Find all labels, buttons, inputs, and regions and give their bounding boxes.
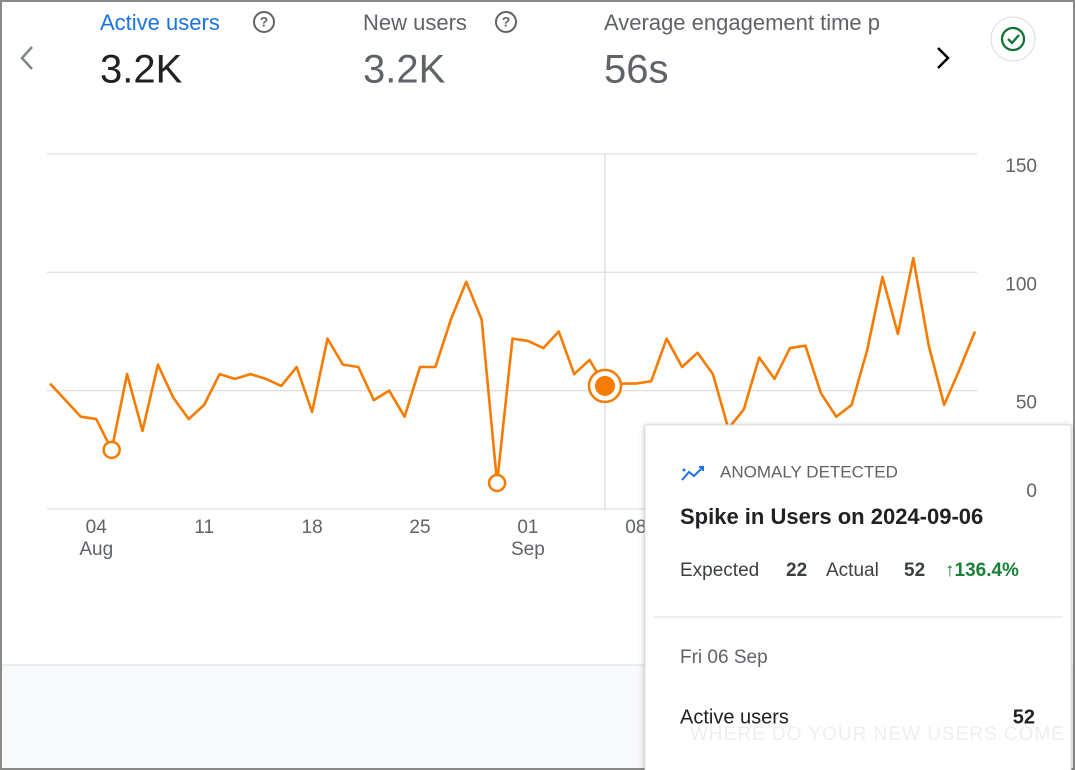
y-tick-label: 150	[1005, 156, 1037, 177]
metric-value: 3.2K	[363, 48, 446, 92]
actual-label: Actual	[826, 560, 879, 581]
check	[1007, 34, 1020, 45]
y-tick-label: 50	[1016, 393, 1037, 414]
y-labels: 0 50 100 150	[1005, 156, 1037, 502]
status-circle	[1000, 26, 1026, 52]
section-heading: WHERE DO YOUR NEW USERS COME	[690, 724, 1065, 745]
tooltip-date: Fri 06 Sep	[680, 647, 768, 668]
prev-arrow[interactable]	[20, 46, 33, 70]
help-icon[interactable]	[253, 11, 275, 33]
next-arrow[interactable]	[937, 47, 950, 69]
metric-tab[interactable]: Active users ? 3.2K	[100, 10, 275, 92]
metric-tab[interactable]: Average engagement time p 56s	[604, 10, 880, 92]
line	[49, 256, 977, 485]
metric-name: Active users	[680, 706, 789, 728]
x-tick-label: 18	[302, 517, 323, 538]
anomaly-icon	[681, 466, 704, 481]
highlight-point	[595, 375, 615, 396]
tooltip: ANOMALY DETECTED Spike in Users on 2024-…	[644, 424, 1072, 770]
anomaly-dot	[682, 468, 686, 472]
expected-label: Expected	[680, 560, 759, 581]
x-tick-label: 04	[86, 517, 108, 538]
help-glyph: ?	[502, 14, 511, 30]
anomaly-marker	[102, 440, 121, 460]
help-icon[interactable]	[495, 11, 517, 33]
y-tick-label: 100	[1005, 274, 1037, 295]
x-tick-label: 01	[517, 517, 538, 538]
metric-value: 56s	[604, 48, 669, 92]
x-tick-label: 11	[194, 517, 214, 538]
y-tick-label: 0	[1026, 481, 1037, 502]
badge: ANOMALY DETECTED	[720, 462, 898, 481]
tooltip-title: Spike in Users on 2024-09-06	[680, 504, 983, 529]
expected-value: 22	[786, 560, 807, 581]
change: ↑136.4%	[945, 560, 1019, 581]
metric-label: New users	[363, 10, 467, 35]
actual-value: 52	[904, 560, 925, 581]
help-glyph: ?	[260, 14, 269, 30]
metric-label: Active users	[100, 10, 220, 35]
status-icon[interactable]	[990, 16, 1036, 62]
anomaly-marker	[487, 473, 507, 493]
metric-amount: 52	[1013, 706, 1035, 728]
tooltip-box	[644, 424, 1072, 770]
x-tick-label: 08	[625, 517, 646, 538]
status-ring	[990, 16, 1036, 62]
x-tick-month: Aug	[79, 539, 113, 560]
metric-tab[interactable]: New users ? 3.2K	[363, 10, 517, 92]
metric-value: 3.2K	[100, 48, 183, 92]
x-tick-label: 25	[409, 517, 430, 538]
metric-label: Average engagement time p	[604, 10, 880, 35]
x-tick-month: Sep	[511, 539, 545, 560]
